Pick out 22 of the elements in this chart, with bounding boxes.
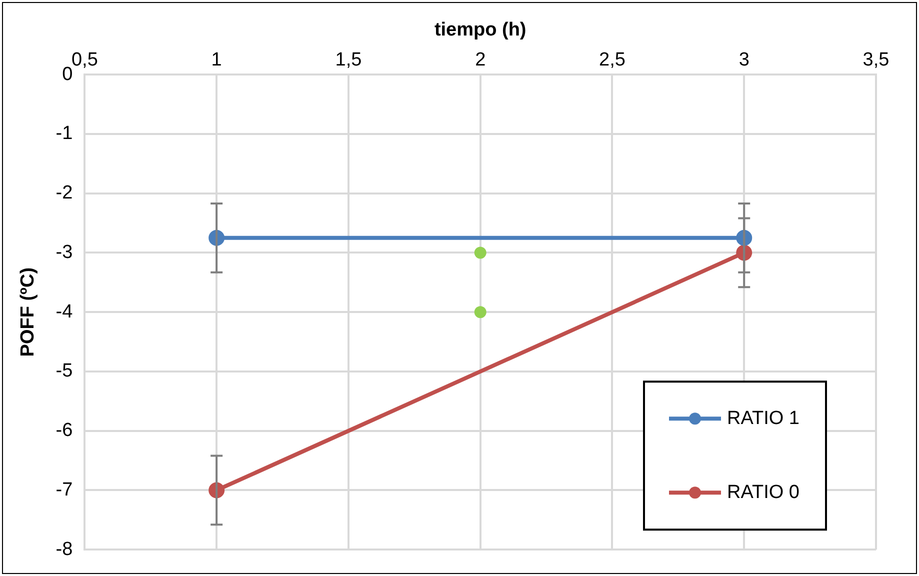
- y-tick-label: -5: [56, 360, 73, 382]
- point: [474, 246, 486, 259]
- y-tick-label: -1: [56, 123, 73, 144]
- x-axis-title: tiempo (h): [434, 20, 526, 41]
- x-tick-label: 3,5: [862, 49, 890, 70]
- legend-label: RATIO 1: [727, 408, 800, 429]
- legend-label: RATIO 0: [727, 482, 800, 503]
- x-tick-label: 3: [738, 49, 750, 70]
- y-tick-label: -2: [56, 182, 73, 204]
- point: [474, 306, 486, 318]
- x-tick-label: 1: [211, 49, 222, 70]
- y-tick-label: -3: [56, 242, 73, 263]
- y-tick-label: -4: [56, 301, 74, 322]
- x-tick-label: 2,5: [599, 49, 626, 70]
- x-tick-label: 1,5: [335, 49, 362, 70]
- y-tick-label: -8: [56, 538, 73, 560]
- x-tick-label: 2: [475, 49, 486, 70]
- y-axis-title: POFF (ºC): [18, 267, 39, 357]
- y-tick-label: -7: [56, 479, 73, 500]
- x-tick-label: 0,5: [71, 49, 98, 70]
- y-tick-label: 0: [62, 64, 73, 85]
- y-tick-label: -6: [56, 420, 73, 442]
